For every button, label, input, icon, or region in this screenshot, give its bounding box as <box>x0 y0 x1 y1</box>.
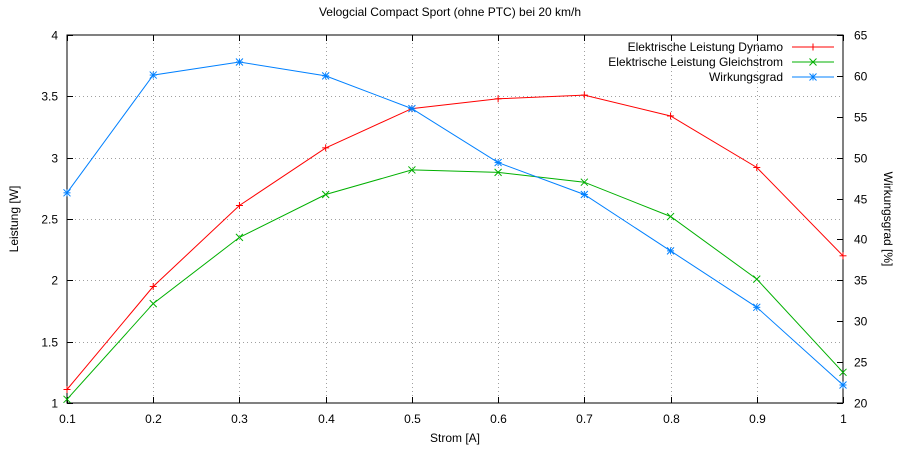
legend-label-gleichstrom: Elektrische Leistung Gleichstrom <box>608 55 783 69</box>
data-point-marker <box>580 178 589 187</box>
x-tick-label: 1 <box>840 412 847 426</box>
y-tick-label: 4 <box>51 29 58 43</box>
y-tick-label: 2 <box>51 274 58 288</box>
x-tick-label: 0.4 <box>318 412 335 426</box>
data-point-marker <box>494 168 502 177</box>
data-point-marker <box>839 368 847 377</box>
y2-tick-label: 30 <box>854 315 868 329</box>
legend-marker <box>809 58 817 66</box>
y2-tick-label: 50 <box>854 152 868 166</box>
data-point-marker <box>235 233 244 242</box>
y2-tick-label: 60 <box>854 70 868 84</box>
x-axis-label: Strom [A] <box>430 431 480 445</box>
x-tick-label: 0.7 <box>576 412 593 426</box>
data-point-marker <box>63 188 71 197</box>
series-group <box>63 58 847 404</box>
series-1 <box>63 166 847 404</box>
grid <box>67 35 843 403</box>
legend-label-wirkungsgrad: Wirkungsgrad <box>709 70 783 84</box>
y-axis-label: Leistung [W] <box>7 186 21 253</box>
data-point-marker <box>494 158 502 167</box>
y-tick-label: 3 <box>51 152 58 166</box>
y2-tick-label: 35 <box>854 274 868 288</box>
y2-tick-label: 45 <box>854 193 868 207</box>
data-point-marker <box>666 247 675 255</box>
x-tick-label: 0.1 <box>59 412 76 426</box>
series-line <box>66 169 844 400</box>
y-tick-label: 1.5 <box>41 336 58 350</box>
data-point-marker <box>752 303 761 312</box>
data-point-marker <box>408 104 416 113</box>
data-point-marker <box>321 72 330 80</box>
y-tick-label: 2.5 <box>41 213 58 227</box>
x-tick-label: 0.5 <box>404 412 421 426</box>
series-line <box>66 61 844 386</box>
data-point-marker <box>63 395 71 404</box>
x-tick-label: 0.2 <box>145 412 162 426</box>
data-point-marker <box>580 190 589 199</box>
data-point-marker <box>149 71 158 79</box>
series-line <box>66 94 844 390</box>
data-point-marker <box>408 166 416 174</box>
x-tick-label: 0.6 <box>490 412 507 426</box>
x-tick-label: 0.3 <box>231 412 248 426</box>
x-tick-label: 0.9 <box>749 412 766 426</box>
data-point-marker <box>149 299 158 308</box>
data-point-marker <box>839 381 847 389</box>
y2-tick-label: 20 <box>854 397 868 411</box>
data-point-marker <box>235 58 244 66</box>
x-tick-label: 0.8 <box>663 412 680 426</box>
y2-tick-label: 25 <box>854 356 868 370</box>
y2-tick-labels: 20 25 30 35 40 45 50 55 60 65 <box>854 29 868 411</box>
y-tick-label: 3.5 <box>41 90 58 104</box>
y2-tick-label: 40 <box>854 233 868 247</box>
data-point-marker <box>752 275 761 283</box>
chart-title: Velogcial Compact Sport (ohne PTC) bei 2… <box>319 5 581 19</box>
y2-tick-label: 55 <box>854 111 868 125</box>
legend-label-dynamo: Elektrische Leistung Dynamo <box>628 40 784 54</box>
legend: Elektrische Leistung Dynamo Elektrische … <box>608 40 834 84</box>
y-tick-labels: 1 1.5 2 2.5 3 3.5 4 <box>41 29 58 411</box>
y2-tick-label: 65 <box>854 29 868 43</box>
data-point-marker <box>666 212 675 221</box>
data-point-marker <box>321 190 330 199</box>
y-tick-label: 1 <box>51 397 58 411</box>
x-tick-labels: 0.1 0.2 0.3 0.4 0.5 0.6 0.7 0.8 0.9 1 <box>59 412 847 426</box>
axis-ticks <box>67 35 844 404</box>
legend-marker <box>809 73 817 81</box>
y2-axis-label: Wirkungsgrad [%] <box>881 172 895 267</box>
series-0 <box>63 91 847 394</box>
series-2 <box>63 58 847 389</box>
